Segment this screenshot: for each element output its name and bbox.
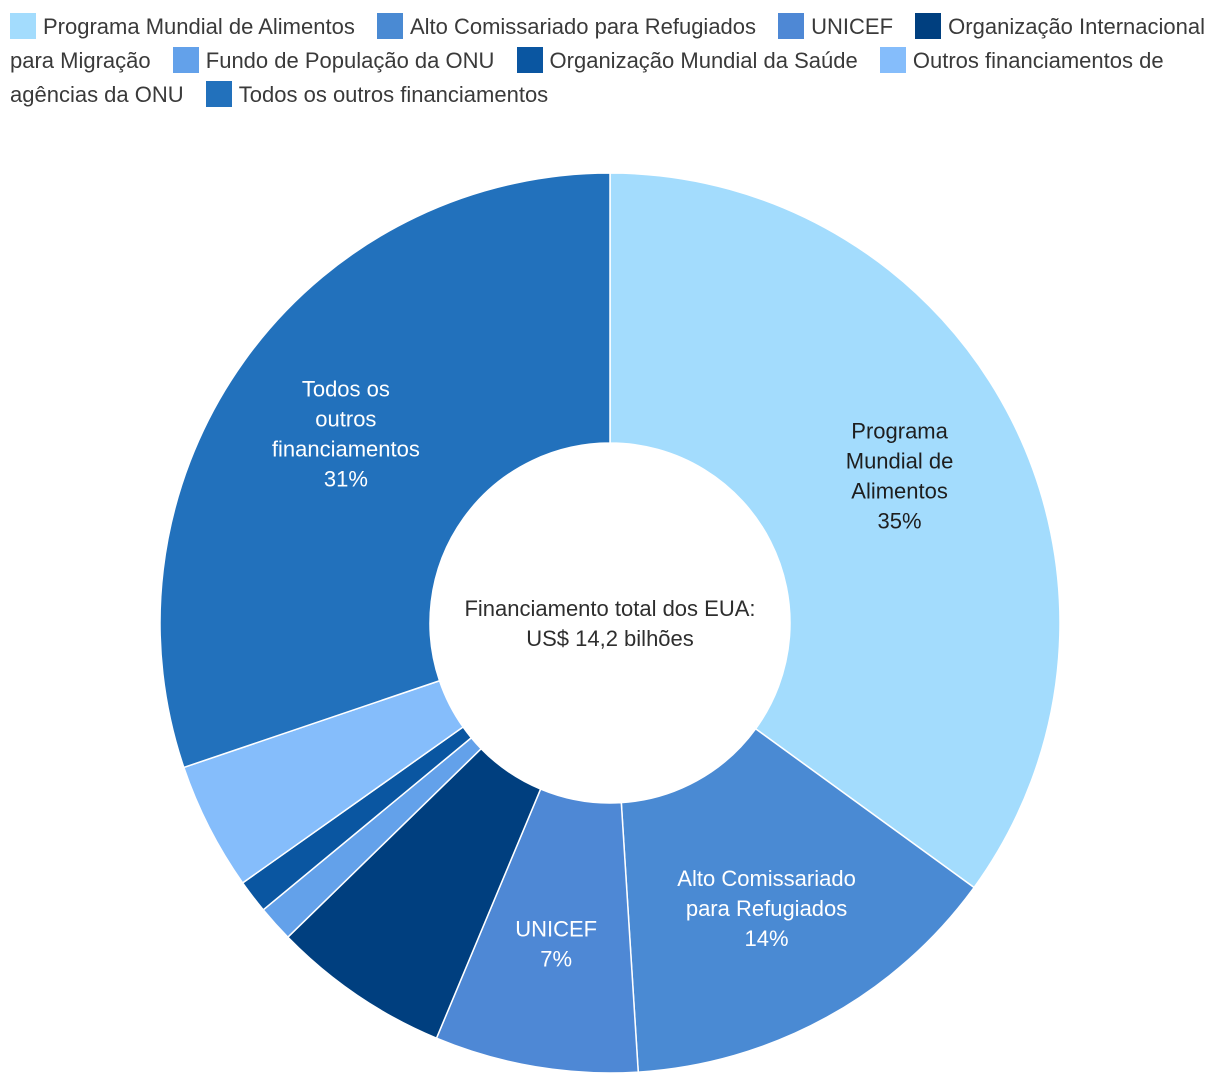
slice-percent-label: 14% bbox=[745, 926, 789, 951]
legend-swatch bbox=[172, 47, 199, 73]
legend-swatch bbox=[879, 47, 906, 73]
legend-label: Organização Internacional para Migração bbox=[10, 14, 1205, 73]
slice-labels: Programa Mundial de Alimentos 35% Alto Comis… bbox=[272, 377, 954, 972]
slice-percent-label: 35% bbox=[878, 508, 922, 533]
legend-item: Outros financiamentos de agências da ONU bbox=[10, 47, 1164, 107]
legend-label: Alto Comissariado para Refugiados bbox=[409, 14, 757, 39]
slice-percent-label: 31% bbox=[324, 467, 368, 492]
slice-name-label: financiamentos bbox=[272, 437, 420, 462]
legend-swatch bbox=[915, 13, 942, 39]
legend-label: Fundo de População da ONU bbox=[205, 48, 495, 73]
legend-item: Organização Internacional para Migração bbox=[10, 13, 1205, 73]
legend-label: UNICEF bbox=[811, 14, 894, 39]
donut-slice bbox=[159, 172, 611, 769]
legend-label: Todos os outros financiamentos bbox=[238, 82, 549, 107]
chart-legend: Programa Mundial de Alimentos Alto Comis… bbox=[10, 10, 1205, 112]
slice-name-label: Programa bbox=[851, 418, 948, 443]
legend-swatch bbox=[10, 13, 36, 39]
slice-name-label: Todos os bbox=[302, 377, 390, 402]
legend-item: Organização Mundial da Saúde bbox=[516, 47, 858, 73]
donut-slice bbox=[609, 172, 1061, 889]
legend-swatch bbox=[778, 13, 805, 39]
slice-name-label: Mundial de bbox=[846, 448, 954, 473]
legend-item: Todos os outros financiamentos bbox=[205, 81, 549, 107]
slice-name-label: UNICEF bbox=[515, 917, 597, 942]
legend-item: UNICEF bbox=[778, 13, 894, 39]
legend-item: Programa Mundial de Alimentos bbox=[10, 13, 355, 39]
donut-slice bbox=[620, 727, 976, 1073]
legend-swatch bbox=[376, 13, 403, 39]
legend-label: Organização Mundial da Saúde bbox=[549, 48, 858, 73]
legend-item: Fundo de População da ONU bbox=[172, 47, 495, 73]
center-label-line1: Financiamento total dos EUA: bbox=[464, 596, 755, 621]
slice-name-label: para Refugiados bbox=[686, 896, 847, 921]
legend-item: Alto Comissariado para Refugiados bbox=[376, 13, 757, 39]
donut-slices bbox=[159, 172, 1061, 1074]
center-label-line2: US$ 14,2 bilhões bbox=[526, 626, 694, 651]
slice-name-label: Alto Comissariado bbox=[677, 866, 856, 891]
legend-swatch bbox=[205, 81, 232, 107]
slice-name-label: outros bbox=[315, 407, 376, 432]
slice-percent-label: 7% bbox=[540, 947, 572, 972]
slice-name-label: Alimentos bbox=[851, 478, 948, 503]
legend-label: Outros financiamentos de agências da ONU bbox=[10, 48, 1164, 107]
legend-swatch bbox=[516, 47, 543, 73]
legend-label: Programa Mundial de Alimentos bbox=[43, 14, 355, 39]
